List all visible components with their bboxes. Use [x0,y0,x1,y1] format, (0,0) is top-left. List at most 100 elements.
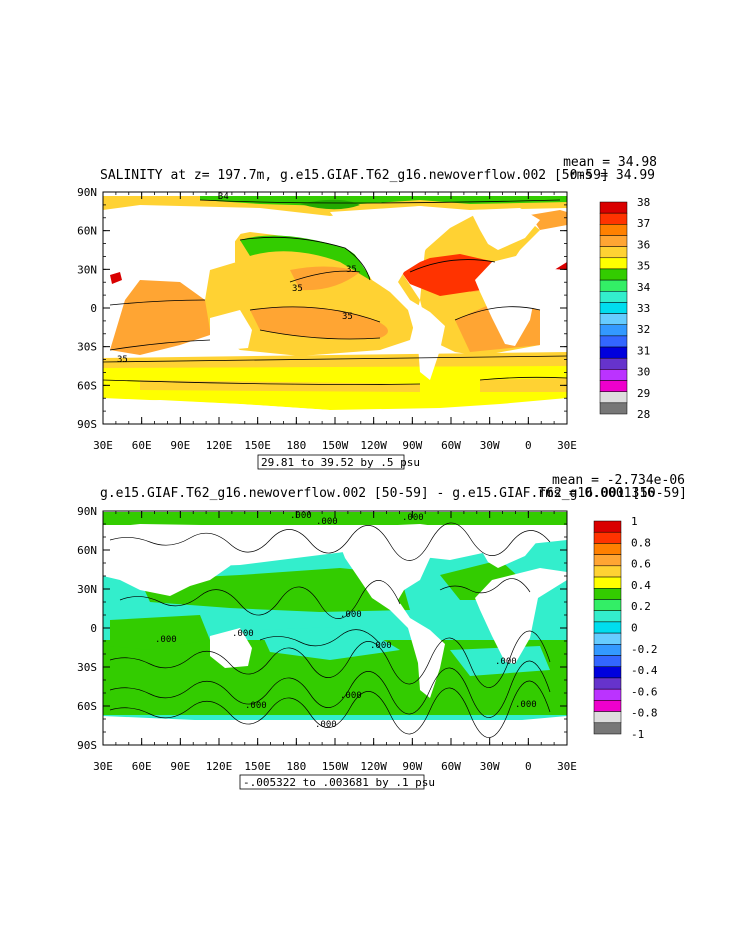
colorbar-swatch [599,201,628,214]
colorbar-swatch [593,666,622,679]
colorbar-label: -0.8 [631,707,658,720]
colorbar-swatch [599,257,628,270]
range-note: -.005322 to .003681 by .1 psu [243,776,435,789]
colorbar-swatch [599,369,628,381]
ocean-field-map: 34 35 35 35 35 [103,192,567,424]
contour-label: 34 [218,192,229,202]
colorbar-label: 33 [637,302,650,315]
lon-label: 150W [322,439,349,452]
colorbar-label: 30 [637,366,650,379]
lon-label: 30E [557,760,577,773]
colorbar-swatch [593,599,622,611]
lon-label: 150E [244,439,271,452]
lon-label: 180 [286,439,306,452]
colorbar-label: 36 [637,238,650,251]
lon-label: 180 [286,760,306,773]
ocean-field-map: .000 .000 .000 .000 .000 .000 .000 .000 … [103,511,567,745]
colorbar-label: -0.2 [631,643,658,656]
lat-label: 90S [77,739,97,752]
contour-label: .000 [315,720,337,730]
lon-label: 120W [360,439,387,452]
colorbar-label: 38 [637,196,650,209]
colorbar-label: 0 [631,622,638,635]
lat-label: 60S [77,700,97,713]
colorbar-swatch [593,677,622,690]
colorbar-swatch [593,576,622,589]
lon-label: 90W [402,439,422,452]
contour-label: .000 [245,701,267,711]
range-note: 29.81 to 39.52 by .5 psu [261,456,420,469]
lat-label: 60N [77,544,97,557]
contour-label: .000 [316,517,338,527]
colorbar-swatch [593,644,622,656]
lon-label: 30E [557,439,577,452]
lon-label: 90W [402,760,422,773]
colorbar-label: 29 [637,387,650,400]
range-box [257,454,405,470]
colorbar-swatch [599,246,628,259]
lon-label: 90E [170,760,190,773]
colorbar-swatch [593,632,622,645]
colorbar-swatch [599,380,628,392]
lat-label: 90N [77,186,97,199]
contour-label: .000 [340,691,362,701]
panel-salinity: SALINITY at z= 197.7m, g.e15.GIAF.T62_g1… [77,155,657,470]
rms-text: rms = 34.99 [569,168,655,183]
lat-label: 60N [77,225,97,238]
lat-label: 0 [90,302,97,315]
contour-label: 35 [117,355,128,365]
contour-label: .000 [370,641,392,651]
lat-label: 30N [77,263,97,276]
colorbar-swatch [599,268,628,281]
colorbar-swatch [593,688,622,701]
colorbar-swatch [599,291,628,303]
colorbar-swatch [593,588,622,600]
colorbar-label: 31 [637,344,650,357]
colorbar-label: 32 [637,323,650,336]
colorbar-swatch [599,313,628,325]
lon-label: 60W [441,439,461,452]
colorbar-label: 34 [637,281,651,294]
lon-label: 30W [480,760,500,773]
contour-label: .000 [495,657,517,667]
colorbar-swatch [593,531,622,544]
mean-text: mean = -2.734e-06 [552,473,685,488]
colorbar-swatch [599,357,628,370]
contour-label: .000 [290,511,312,521]
colorbar-swatch [593,610,622,623]
colorbar-label: -0.4 [631,664,658,677]
colorbar-swatch [599,391,628,404]
colorbar-swatch [599,224,628,236]
lon-label: 90E [170,439,190,452]
colorbar-swatch [593,554,622,567]
colorbar-swatch [599,235,628,247]
lon-label: 30E [93,439,113,452]
lat-label: 60S [77,379,97,392]
colorbar-swatch [599,302,628,314]
colorbar-swatch [593,711,622,724]
colorbar-swatch [593,621,622,634]
contour-label: .000 [232,629,254,639]
axis-ticks: 90N 60N 30N 0 30S 60S 90S 30E 60E 90E 120E 150E 180 1… [77,505,577,773]
lon-label: 30E [93,760,113,773]
lon-label: 120E [206,439,233,452]
contour-label: .000 [155,635,177,645]
colorbar-swatch [593,722,622,735]
colorbar-label: 0.2 [631,600,651,613]
colorbar-swatch [599,212,628,225]
contour-label: .000 [402,513,424,523]
axis-ticks: 90N 60N 30N 0 30S 60S 90S 30E 60E 90E 120E 150E 180 1… [77,186,577,452]
colorbar-swatch [593,520,622,533]
colorbar-swatch [599,279,628,292]
lat-label: 30S [77,661,97,674]
lat-label: 30S [77,341,97,354]
lon-label: 0 [525,760,532,773]
colorbar-swatch [599,324,628,337]
contour-label: 35 [342,312,353,322]
colorbar-label: 28 [637,408,650,421]
colorbar-label: 37 [637,217,650,230]
lon-label: 0 [525,439,532,452]
lat-label: 90N [77,505,97,518]
lon-label: 120E [206,760,233,773]
